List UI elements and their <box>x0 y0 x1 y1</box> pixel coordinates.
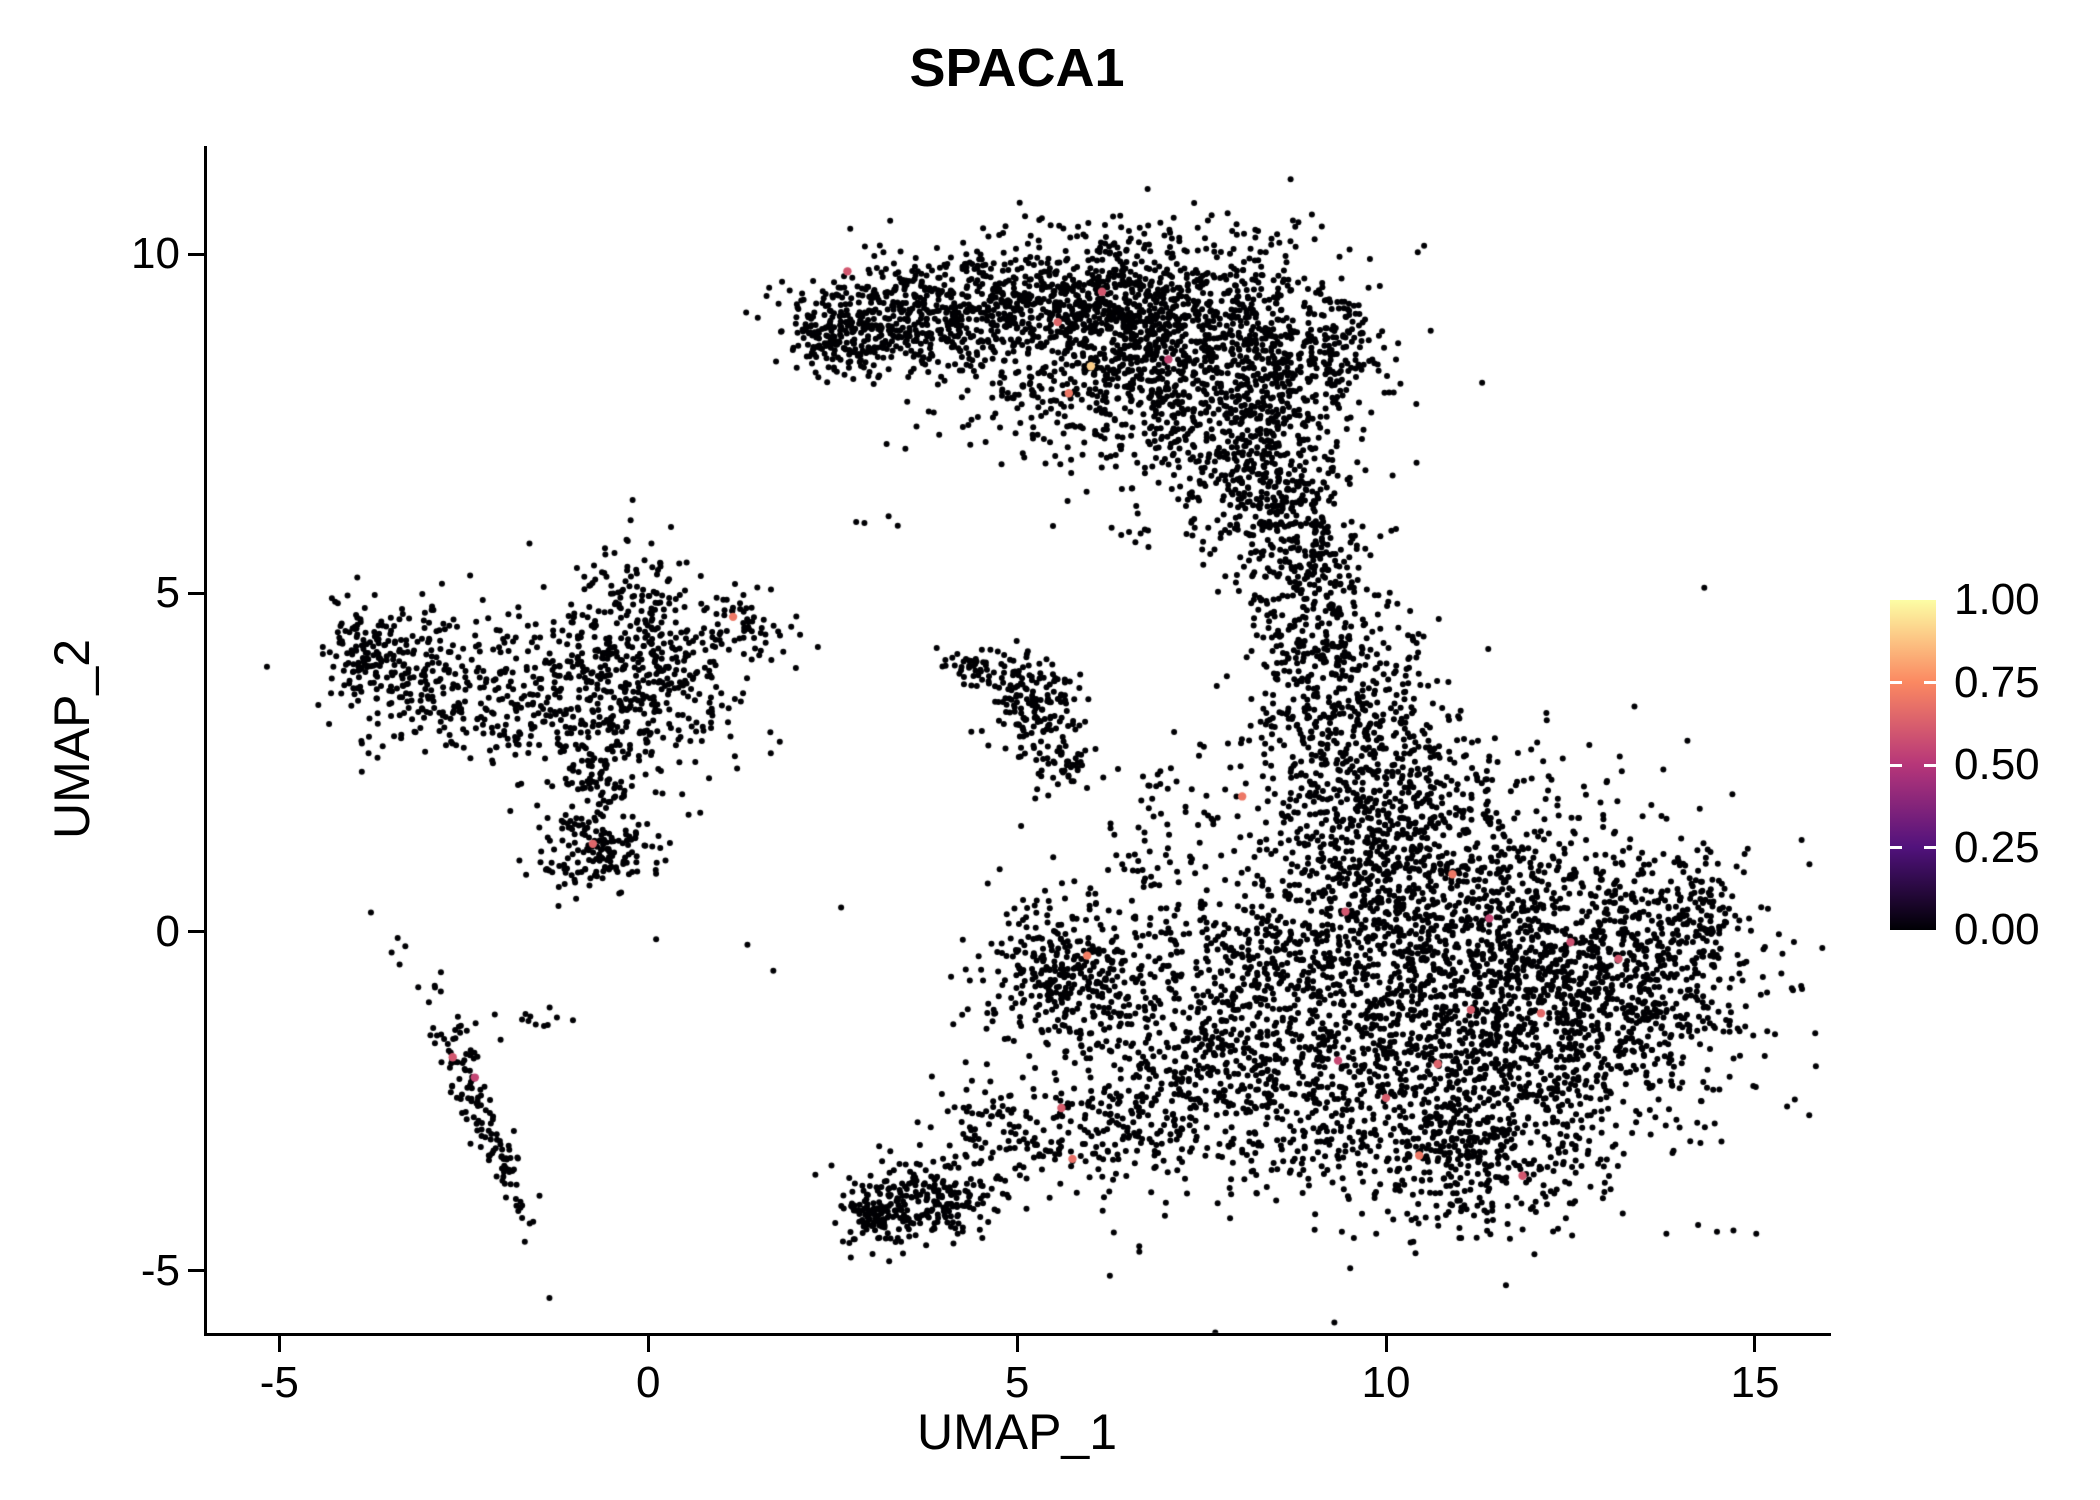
y-axis-line <box>204 146 207 1336</box>
x-axis-tick-label: 10 <box>1361 1358 1411 1407</box>
colorbar-legend: 1.00 0.75 0.50 0.25 0.00 <box>1880 560 2100 980</box>
x-axis-tick <box>1753 1336 1757 1352</box>
colorbar-tick-mark <box>1890 846 1902 849</box>
x-axis-line <box>204 1333 1831 1336</box>
y-axis-tick <box>188 252 204 256</box>
x-axis-tick-label: -5 <box>259 1358 299 1407</box>
x-axis-tick-label: 0 <box>635 1358 661 1407</box>
x-axis-title: UMAP_1 <box>916 1404 1118 1460</box>
y-axis-tick <box>188 591 204 595</box>
y-axis-tick <box>188 1269 204 1273</box>
y-axis-tick <box>188 930 204 934</box>
colorbar-tick-mark <box>1924 846 1936 849</box>
colorbar-tick-label: 0.25 <box>1954 822 2040 872</box>
colorbar-tick-mark <box>1924 681 1936 684</box>
y-axis-tick-label: 10 <box>131 229 180 279</box>
x-axis-tick <box>1015 1336 1019 1352</box>
x-axis-tick <box>646 1336 650 1352</box>
colorbar-tick-mark <box>1890 763 1902 767</box>
x-axis-tick-label: 15 <box>1730 1358 1780 1407</box>
plot-title: SPACA1 <box>909 38 1125 98</box>
y-axis-tick-label: 5 <box>155 568 180 618</box>
y-axis-title: UMAP_2 <box>44 638 100 840</box>
colorbar-tick-mark <box>1924 763 1936 767</box>
colorbar-tick-label: 0.00 <box>1954 905 2040 954</box>
y-axis-tick-label: -5 <box>140 1245 180 1295</box>
colorbar-tick-label: 0.75 <box>1954 657 2040 707</box>
y-axis-tick-label: 0 <box>155 906 180 956</box>
x-axis-tick <box>1384 1336 1388 1352</box>
x-axis-tick <box>277 1336 281 1352</box>
x-axis-tick-label: 5 <box>1004 1358 1030 1407</box>
colorbar-tick-mark <box>1890 681 1902 684</box>
colorbar-tick-label: 1.00 <box>1954 575 2040 624</box>
colorbar-tick-label: 0.50 <box>1954 740 2040 789</box>
